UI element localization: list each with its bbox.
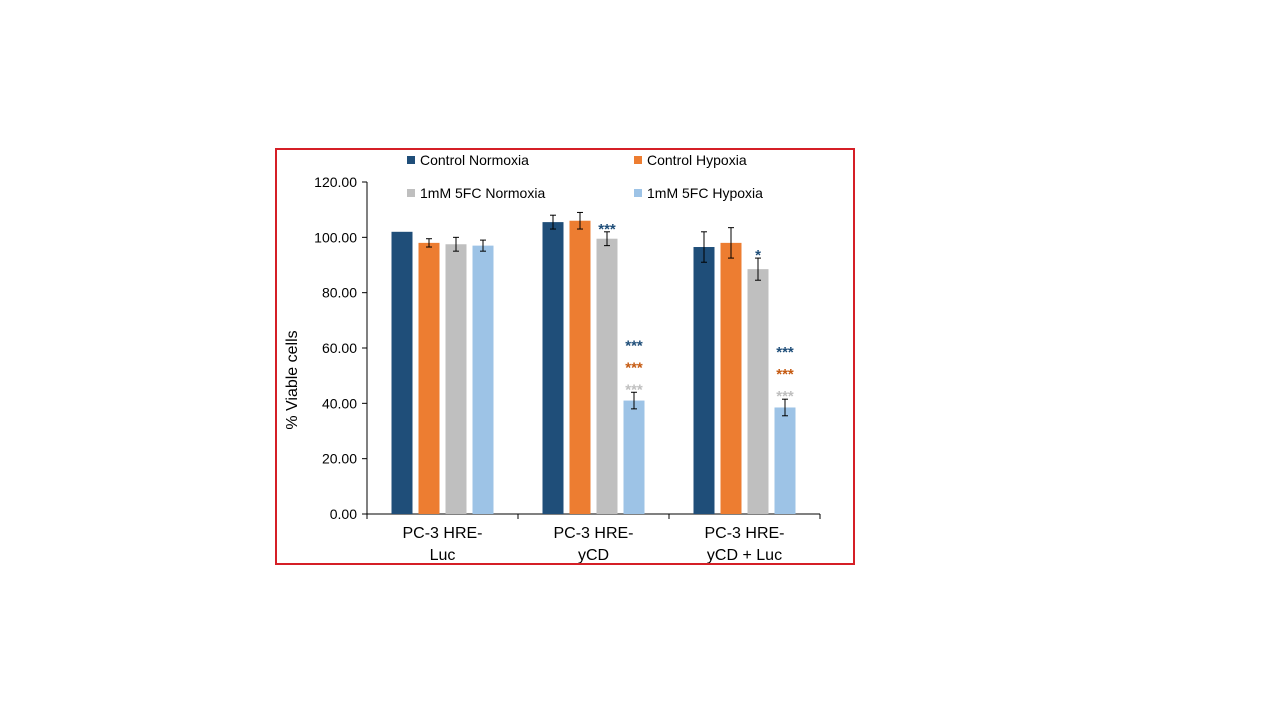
significance-marker: *** — [776, 366, 794, 383]
category-label: PC-3 HRE- — [704, 525, 784, 542]
legend-label: Control Hypoxia — [647, 152, 747, 168]
legend-label: 1mM 5FC Normoxia — [420, 185, 545, 201]
y-tick-label: 20.00 — [322, 451, 357, 467]
chart-frame: Control Normoxia Control Hypoxia 1mM 5FC N… — [275, 148, 855, 565]
significance-marker: * — [755, 247, 761, 264]
y-tick-label: 40.00 — [322, 395, 357, 411]
axes: 0.00 20.00 40.00 60.00 80.00 100.00 120.00 PC-3… — [314, 174, 821, 563]
significance-marker: *** — [625, 359, 643, 376]
significance-marker: *** — [776, 388, 794, 405]
bar — [774, 407, 796, 514]
category-label: PC-3 HRE- — [553, 525, 633, 542]
significance-marker: *** — [598, 221, 616, 238]
category-label: yCD + Luc — [707, 547, 782, 563]
legend-swatch — [407, 189, 415, 197]
y-tick-label: 0.00 — [330, 506, 357, 522]
bar-chart: Control Normoxia Control Hypoxia 1mM 5FC N… — [284, 152, 821, 563]
category-label: yCD — [578, 547, 609, 563]
bar — [418, 242, 440, 514]
legend-swatch — [634, 189, 642, 197]
bar — [542, 222, 564, 514]
bar — [569, 220, 591, 514]
legend-swatch — [634, 156, 642, 164]
bar — [596, 238, 618, 514]
legend: Control Normoxia Control Hypoxia 1mM 5FC N… — [407, 152, 763, 201]
bar — [747, 269, 769, 514]
legend-label: Control Normoxia — [420, 152, 529, 168]
significance-marker: *** — [776, 344, 794, 361]
bar — [472, 245, 494, 514]
bar — [693, 247, 715, 514]
y-tick-label: 60.00 — [322, 340, 357, 356]
y-tick-label: 80.00 — [322, 285, 357, 301]
bar — [445, 244, 467, 514]
category-label: PC-3 HRE- — [402, 525, 482, 542]
y-axis-label: % Viable cells — [284, 330, 301, 429]
bar — [623, 400, 645, 514]
bar — [391, 231, 413, 515]
error-bars — [426, 211, 788, 417]
y-tick-label: 120.00 — [314, 174, 357, 190]
bars — [391, 220, 796, 515]
significance-marker: *** — [625, 381, 643, 398]
legend-label: 1mM 5FC Hypoxia — [647, 185, 763, 201]
y-tick-label: 100.00 — [314, 229, 357, 245]
legend-swatch — [407, 156, 415, 164]
significance-marker: *** — [625, 337, 643, 354]
significance-annotations: ********************** — [598, 221, 794, 405]
category-label: Luc — [430, 547, 456, 563]
bar — [720, 242, 742, 514]
